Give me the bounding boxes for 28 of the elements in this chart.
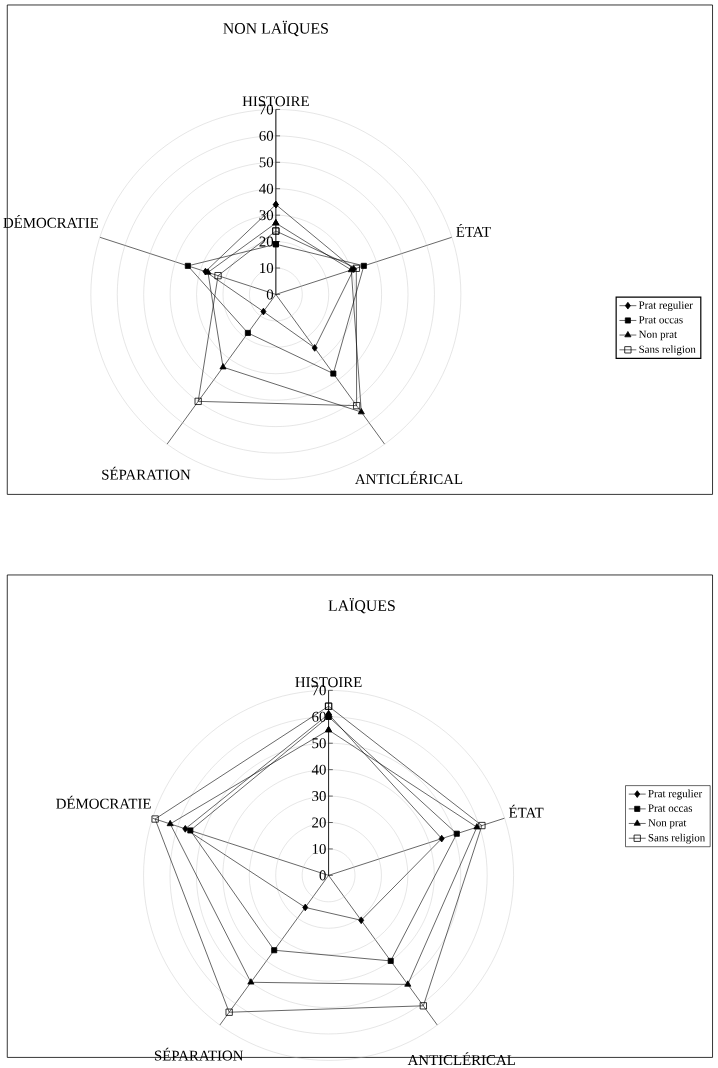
y-tick-label: 40 [259, 183, 274, 194]
chart-title: LAÏQUES [328, 597, 396, 614]
y-tick-label: 60 [259, 130, 274, 141]
legend-label: Sans religion [639, 345, 696, 356]
y-tick-label: 10 [260, 263, 274, 274]
spoke-label: ÉTAT [456, 223, 491, 237]
y-tick-label: 50 [312, 738, 327, 749]
legend-label: Prat occas [639, 316, 683, 324]
y-tick-label: 0 [319, 870, 327, 881]
legend-label: Prat regulier [639, 301, 693, 312]
y-tick-label: 50 [259, 157, 274, 168]
y-tick-label: 40 [312, 764, 327, 775]
y-tick-label: 20 [259, 236, 274, 247]
chart-title: NON LAÏQUES [223, 20, 329, 37]
spoke-label: SÉPARATION [102, 466, 191, 480]
legend-label: Prat occas [648, 804, 693, 812]
legend-label: Sans religion [648, 833, 706, 844]
y-tick-label: 0 [267, 289, 274, 300]
legend-label: Non prat [639, 330, 678, 341]
spoke-label: ÉTAT [509, 804, 544, 818]
y-tick-label: 10 [313, 843, 327, 854]
y-tick-label: 30 [312, 791, 327, 802]
spoke-label: ANTICLÉRICAL [355, 471, 463, 485]
spoke-label: DÉMOCRATIE [56, 795, 151, 809]
y-tick-label: 20 [312, 817, 327, 828]
y-tick-label: 30 [259, 210, 274, 221]
legend-label: Non prat [648, 819, 687, 829]
legend-label: Prat regulier [648, 789, 703, 800]
